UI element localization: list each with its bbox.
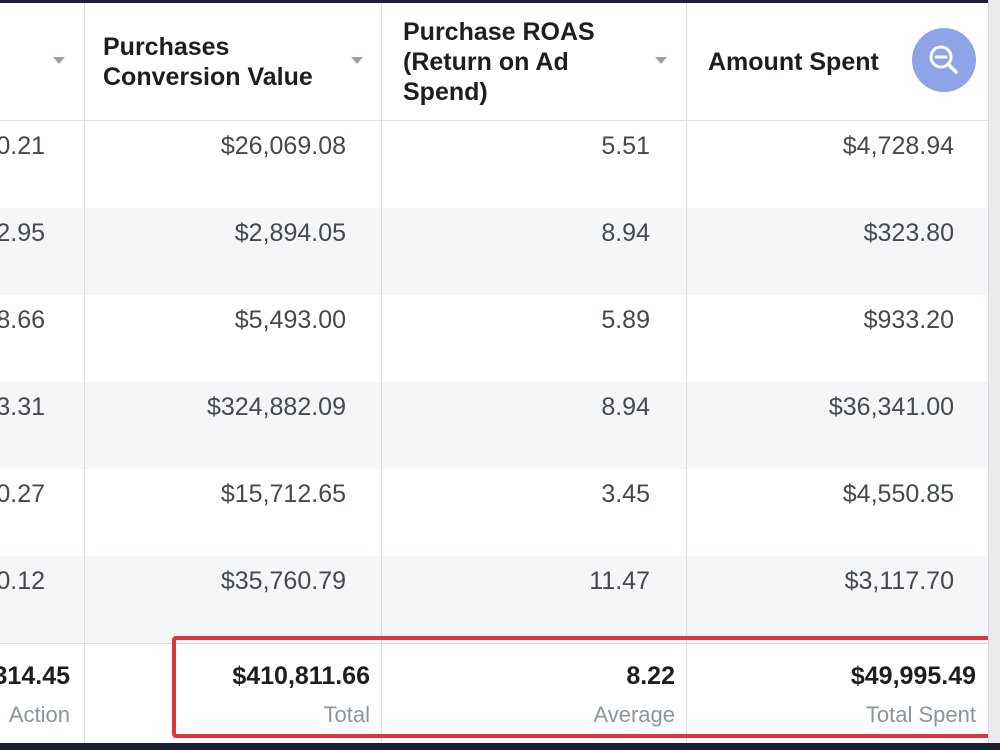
- highlight-annotation-box: [172, 636, 996, 738]
- cell-conversion-value: $15,712.65: [220, 480, 346, 508]
- header-divider: [0, 120, 988, 121]
- cell-amount-spent: $4,728.94: [842, 132, 954, 160]
- cell-action: 40.27: [0, 480, 45, 508]
- table-row: 20.21 $26,069.08 5.51 $4,728.94: [0, 121, 988, 208]
- cell-roas: 3.45: [601, 480, 650, 508]
- table-row: 40.27 $15,712.65 3.45 $4,550.85: [0, 469, 988, 556]
- cell-amount-spent: $3,117.70: [844, 567, 954, 595]
- cell-roas: 5.51: [601, 132, 650, 160]
- cell-roas: 11.47: [589, 567, 650, 595]
- cell-conversion-value: $5,493.00: [234, 306, 346, 334]
- average-roas-label: Average: [593, 702, 675, 727]
- total-conversion-value: $410,811.66: [232, 662, 370, 690]
- cell-amount-spent: $323.80: [863, 219, 954, 247]
- total-action-value: 314.45: [0, 662, 70, 690]
- cell-action: 18.66: [0, 306, 45, 334]
- column-header-amount-spent[interactable]: Amount Spent: [708, 3, 908, 120]
- cell-roas: 8.94: [601, 393, 650, 421]
- cell-amount-spent: $36,341.00: [828, 393, 954, 421]
- cell-action: 12.95: [0, 219, 45, 247]
- sort-caret-down-icon[interactable]: [53, 57, 65, 64]
- total-spent-label: Total Spent: [865, 702, 976, 727]
- column-divider: [686, 3, 687, 743]
- cell-conversion-value: $2,894.05: [234, 219, 346, 247]
- scrollbar-track[interactable]: [988, 0, 1000, 750]
- total-spent-value: $49,995.49: [850, 662, 976, 690]
- column-header-label: Purchases Conversion Value: [103, 32, 313, 91]
- summary-divider: [0, 643, 988, 644]
- sort-caret-down-icon[interactable]: [655, 57, 667, 64]
- column-header-purchases-conversion-value[interactable]: Purchases Conversion Value: [103, 3, 343, 120]
- column-header-purchase-roas[interactable]: Purchase ROAS (Return on Ad Spend): [403, 3, 653, 120]
- cell-amount-spent: $4,550.85: [842, 480, 954, 508]
- table-row: 18.66 $5,493.00 5.89 $933.20: [0, 295, 988, 382]
- zoom-out-button[interactable]: [912, 28, 976, 92]
- cell-action: 20.21: [0, 132, 45, 160]
- cell-conversion-value: $35,760.79: [220, 567, 346, 595]
- window-frame-bottom: [0, 743, 1000, 750]
- average-roas-value: 8.22: [626, 662, 675, 690]
- table-row: 10.12 $35,760.79 11.47 $3,117.70: [0, 556, 988, 643]
- total-conversion-label: Total: [323, 702, 370, 727]
- sort-caret-down-icon[interactable]: [351, 57, 363, 64]
- cell-conversion-value: $26,069.08: [220, 132, 346, 160]
- table-row: 12.95 $2,894.05 8.94 $323.80: [0, 208, 988, 295]
- total-action-label: Action: [8, 702, 70, 727]
- cell-conversion-value: $324,882.09: [206, 393, 346, 421]
- zoom-out-icon: [929, 45, 958, 74]
- column-header-label: Purchase ROAS (Return on Ad Spend): [403, 17, 595, 106]
- column-header-label: Amount Spent: [708, 47, 879, 76]
- cell-amount-spent: $933.20: [863, 306, 954, 334]
- window-frame-top: [0, 0, 1000, 3]
- table-row: 13.31 $324,882.09 8.94 $36,341.00: [0, 382, 988, 469]
- cell-roas: 8.94: [601, 219, 650, 247]
- cell-roas: 5.89: [601, 306, 650, 334]
- cell-action: 13.31: [0, 393, 45, 421]
- column-divider: [84, 3, 85, 743]
- column-divider: [381, 3, 382, 743]
- cell-action: 10.12: [0, 567, 45, 595]
